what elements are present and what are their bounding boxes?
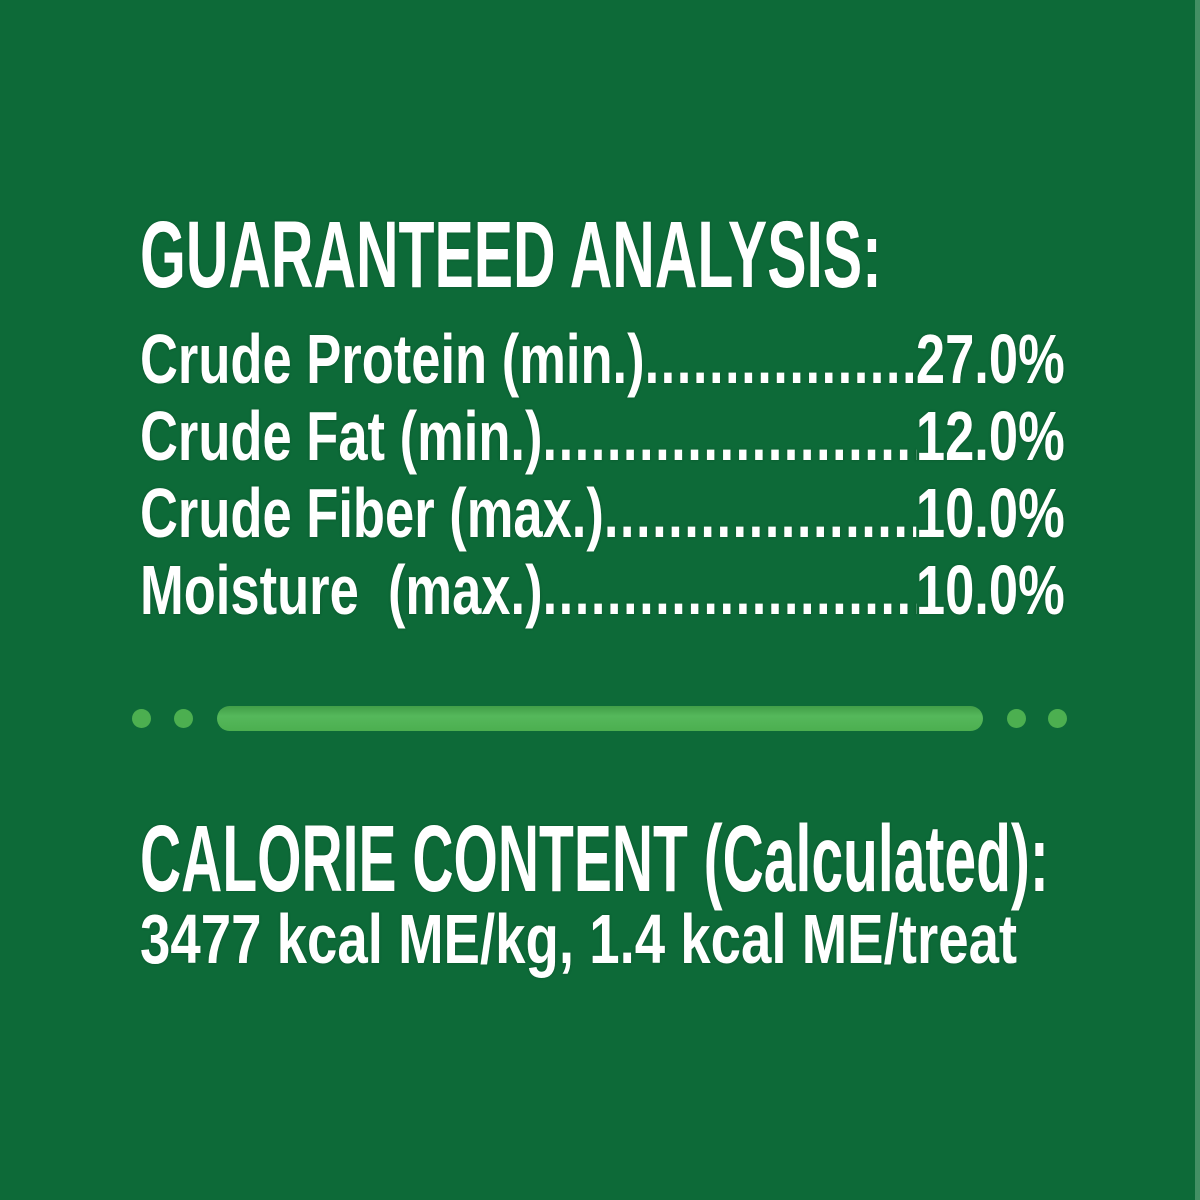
analysis-row-crude-protein: Crude Protein (min.) ...................… (140, 321, 1065, 398)
row-label: Crude Protein (min.) (140, 320, 645, 398)
divider-bar (217, 706, 983, 731)
row-label: Crude Fat (min.) (140, 397, 543, 475)
calorie-content-title: CALORIE CONTENT (Calculated): (140, 806, 1049, 912)
dot-leader: ........................................… (603, 475, 916, 552)
calorie-content-value: 3477 kcal ME/kg, 1.4 kcal ME/treat (140, 900, 1018, 978)
divider-dot (174, 709, 193, 728)
dot-leader: ........................................… (644, 321, 916, 398)
dot-leader: ........................................… (542, 398, 915, 475)
row-value: 27.0% (915, 320, 1065, 398)
row-value: 12.0% (915, 397, 1065, 475)
row-label: Moisture (max.) (140, 551, 543, 629)
dot-leader: ........................................… (542, 552, 916, 629)
divider-dot (1007, 709, 1026, 728)
row-value: 10.0% (915, 474, 1065, 552)
divider-dot (132, 709, 151, 728)
row-label: Crude Fiber (max.) (140, 474, 604, 552)
analysis-row-moisture: Moisture (max.) ........................… (140, 552, 1065, 629)
analysis-row-crude-fiber: Crude Fiber (max.) .....................… (140, 475, 1065, 552)
guaranteed-analysis-title: GUARANTEED ANALYSIS: (140, 202, 882, 308)
section-divider (0, 706, 1200, 731)
divider-dot (1048, 709, 1067, 728)
guaranteed-analysis-table: Crude Protein (min.) ...................… (140, 321, 1065, 629)
row-value: 10.0% (915, 551, 1065, 629)
right-edge-artifact (1195, 0, 1200, 1200)
analysis-row-crude-fat: Crude Fat (min.) .......................… (140, 398, 1065, 475)
